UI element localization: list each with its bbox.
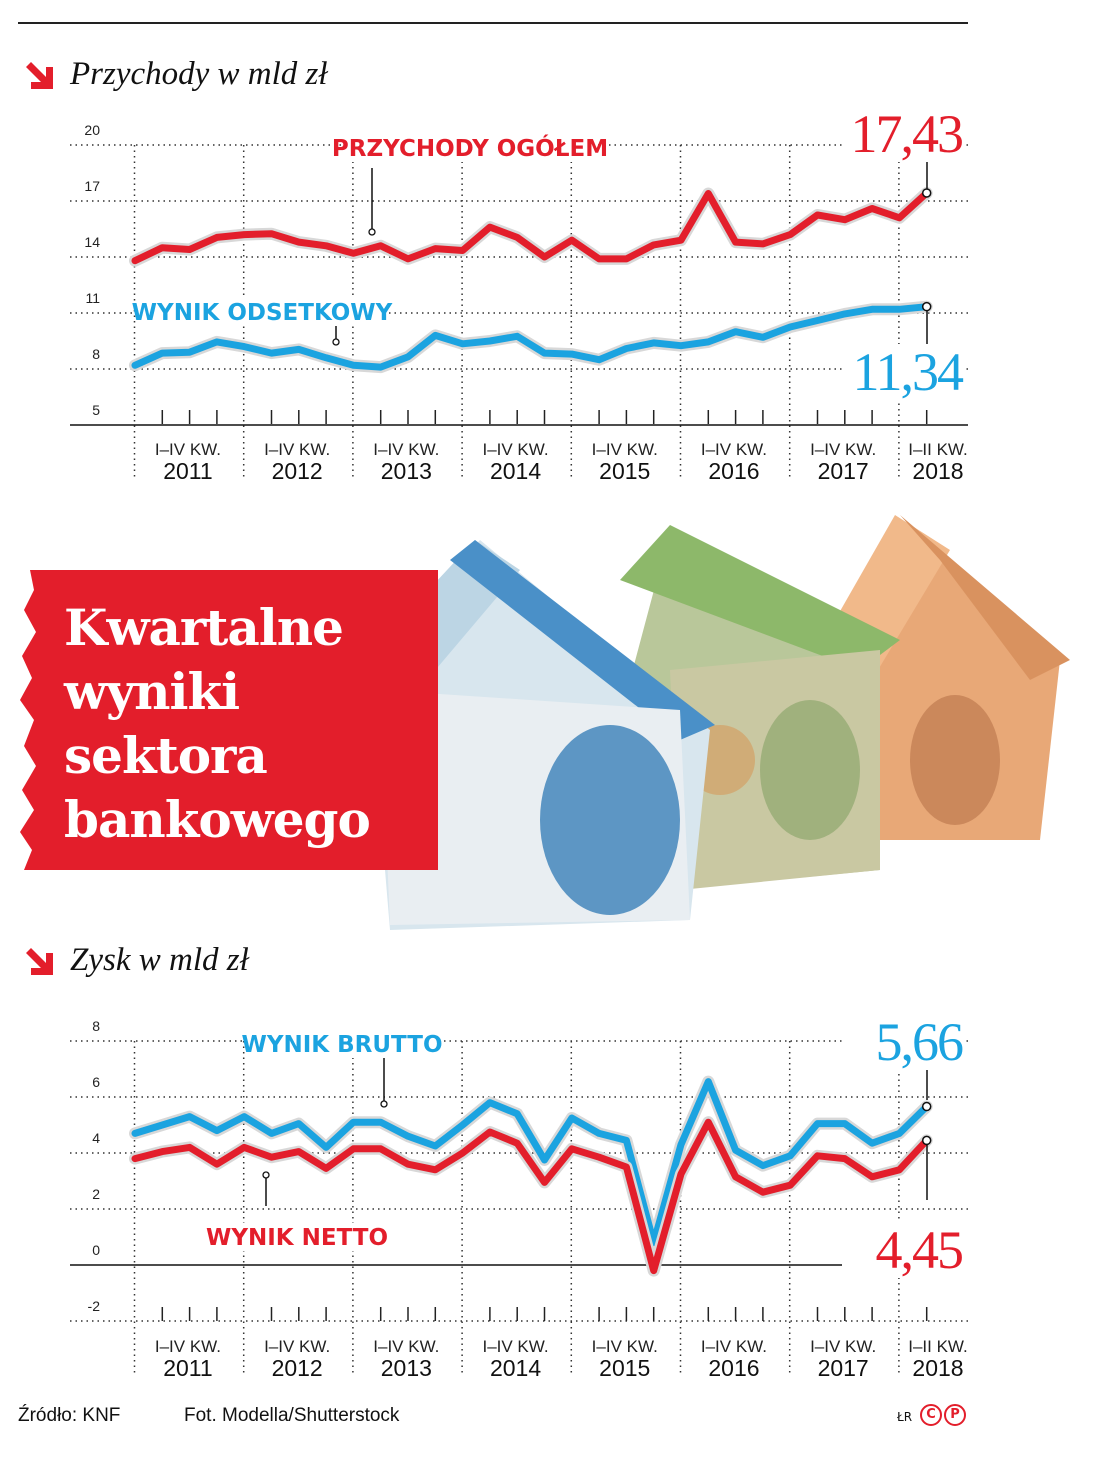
label-background (207, 1223, 387, 1251)
x-period-label: I–II KW. (908, 440, 968, 459)
x-period-label: I–IV KW. (155, 440, 221, 459)
source-note: Źródło: KNF (18, 1405, 121, 1426)
x-year-label: 2011 (163, 1355, 212, 1381)
label-pointer-dot (262, 1171, 270, 1179)
series-line-secondary (131, 1118, 931, 1275)
x-period-label: I–IV KW. (264, 440, 330, 459)
y-tick-label: 6 (92, 1074, 100, 1090)
x-year-label: 2012 (272, 458, 323, 484)
photo-credit: Fot. Modella/Shutterstock (184, 1405, 400, 1426)
y-tick-label: 8 (92, 1018, 100, 1034)
x-period-label: I–IV KW. (482, 1337, 548, 1356)
x-year-label: 2015 (599, 458, 650, 484)
banner-title-line: Kwartalne (64, 598, 344, 657)
series-line-primary (131, 1078, 931, 1247)
section-title-revenue: Przychody w mld zł (22, 56, 328, 93)
banner-title-line: wyniki (64, 662, 240, 721)
series-line-primary (131, 189, 931, 265)
x-year-label: 2013 (381, 1355, 432, 1381)
publisher-logo: C P (920, 1404, 966, 1426)
x-year-label: 2017 (818, 458, 869, 484)
series-name-label: WYNIK ODSETKOWY (132, 300, 393, 326)
series-line-secondary (131, 303, 931, 371)
x-year-label: 2017 (818, 1355, 869, 1381)
top-rule (18, 22, 968, 24)
x-period-label: I–IV KW. (592, 440, 658, 459)
label-background (245, 1030, 439, 1058)
value-background (842, 1222, 966, 1278)
arrow-down-right-icon (26, 947, 53, 975)
end-point-marker (921, 1101, 932, 1112)
x-year-label: 2018 (912, 458, 963, 484)
x-period-label: I–IV KW. (373, 440, 439, 459)
x-year-label: 2014 (490, 458, 541, 484)
y-tick-label: 11 (85, 290, 100, 306)
section-title-profit: Zysk w mld zł (22, 942, 249, 979)
logo-c-icon: C (920, 1404, 942, 1426)
end-point-marker (921, 188, 932, 198)
label-background (342, 134, 598, 162)
y-tick-label: 0 (92, 1242, 100, 1258)
title-banner (20, 570, 438, 870)
x-year-label: 2011 (163, 458, 212, 484)
x-period-label: I–IV KW. (592, 1337, 658, 1356)
x-year-label: 2015 (599, 1355, 650, 1381)
x-year-label: 2012 (272, 1355, 323, 1381)
x-period-label: I–IV KW. (373, 1337, 439, 1356)
y-tick-label: -2 (88, 1298, 101, 1314)
y-tick-label: 20 (84, 122, 100, 138)
logo-p-icon: P (944, 1404, 966, 1426)
arrow-down-right-icon (26, 61, 53, 89)
series-name-label: WYNIK BRUTTO (241, 1032, 442, 1058)
y-tick-label: 4 (92, 1130, 100, 1146)
y-tick-label: 17 (84, 178, 100, 194)
x-year-label: 2014 (490, 1355, 541, 1381)
series-name-label: WYNIK NETTO (206, 1225, 388, 1251)
author-initials: ŁR (897, 1410, 913, 1424)
label-background (141, 298, 383, 326)
x-period-label: I–IV KW. (810, 1337, 876, 1356)
y-tick-label: 14 (84, 234, 100, 250)
y-tick-label: 2 (92, 1186, 100, 1202)
x-period-label: I–IV KW. (701, 1337, 767, 1356)
x-year-label: 2016 (708, 1355, 759, 1381)
last-value-label: 11,34 (853, 342, 964, 402)
value-background (842, 110, 966, 162)
x-period-label: I–IV KW. (155, 1337, 221, 1356)
banner-title-line: bankowego (64, 790, 371, 849)
label-pointer-dot (332, 338, 340, 346)
y-tick-label: 8 (92, 346, 100, 362)
last-value-label: 5,66 (876, 1012, 964, 1072)
x-period-label: I–IV KW. (810, 440, 876, 459)
x-year-label: 2013 (381, 458, 432, 484)
label-pointer-dot (368, 228, 376, 236)
series-name-label: PRZYCHODY OGÓŁEM (332, 134, 608, 162)
x-year-label: 2018 (912, 1355, 963, 1381)
y-tick-label: 5 (92, 402, 100, 418)
x-period-label: I–IV KW. (264, 1337, 330, 1356)
x-period-label: I–IV KW. (482, 440, 548, 459)
x-period-label: I–II KW. (908, 1337, 968, 1356)
section-title-text: Zysk w mld zł (70, 942, 249, 978)
label-pointer-dot (380, 1100, 388, 1108)
last-value-label: 17,43 (851, 110, 963, 164)
banner-title: Kwartalne wyniki sektora bankowego (64, 596, 371, 852)
last-value-label: 4,45 (876, 1220, 963, 1280)
x-year-label: 2016 (708, 458, 759, 484)
end-point-marker (921, 301, 932, 312)
value-background (842, 344, 966, 400)
banknote-houses-photo: 50 (340, 510, 1080, 950)
banner-title-line: sektora (64, 726, 268, 785)
section-title-text: Przychody w mld zł (70, 56, 328, 92)
x-period-label: I–IV KW. (701, 440, 767, 459)
value-background (842, 1014, 966, 1070)
end-point-marker (921, 1135, 932, 1146)
